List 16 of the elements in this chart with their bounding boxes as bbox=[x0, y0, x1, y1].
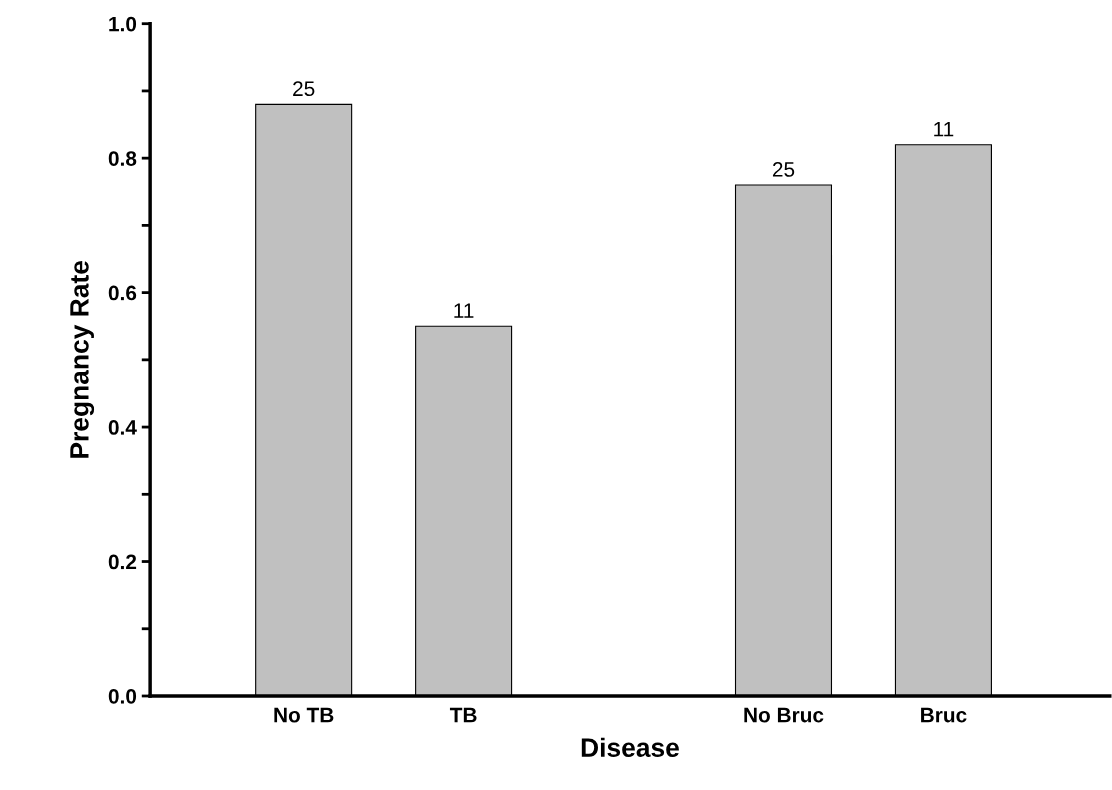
x-tick-label: Bruc bbox=[921, 707, 967, 723]
x-tick-label: No Bruc bbox=[744, 707, 824, 723]
y-tick-label: 0.2 bbox=[108, 554, 137, 570]
annotation: 25 bbox=[772, 162, 795, 177]
annotation: 11 bbox=[934, 121, 954, 137]
y-tick-label: 0.8 bbox=[108, 151, 137, 166]
y-tick-label: 0.0 bbox=[108, 688, 137, 704]
x-tick-label: No TB bbox=[274, 707, 334, 723]
y-axis-title: Pregnancy Rate bbox=[70, 261, 95, 458]
x-axis-title: Disease bbox=[581, 737, 679, 758]
annotation: 11 bbox=[454, 303, 474, 318]
annotation: 25 bbox=[293, 81, 315, 97]
y-tick-label: 1.0 bbox=[109, 16, 137, 32]
x-tick-label: TB bbox=[449, 707, 477, 723]
y-tick-label: 0.4 bbox=[108, 420, 137, 435]
y-tick-label: 0.6 bbox=[108, 285, 137, 301]
